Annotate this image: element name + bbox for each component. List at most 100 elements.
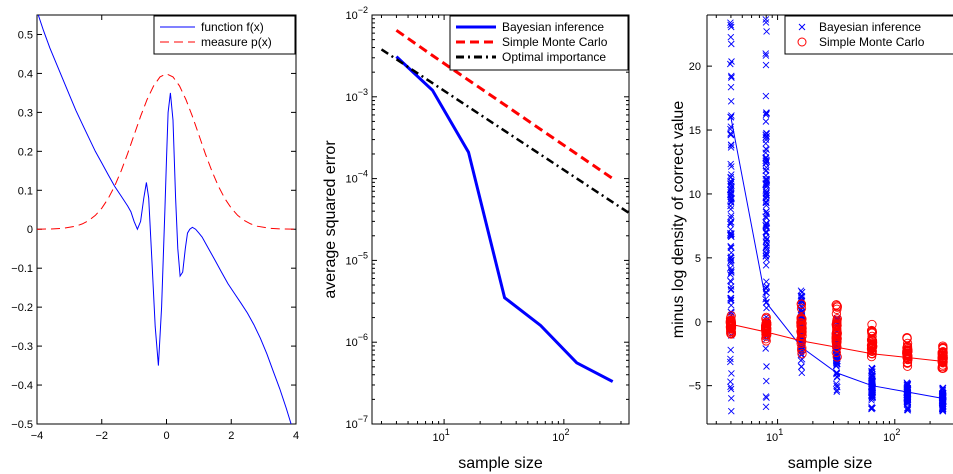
y-tick-label: 0 [27,224,33,236]
scatter-point [763,363,770,370]
legend-swatch [797,37,807,47]
scatter-point [762,172,770,179]
scatter-point [796,336,807,346]
scatter-point [831,347,841,358]
scatter-point [762,118,770,125]
scatter-point [727,144,735,151]
scatter-point [726,329,736,339]
scatter-point [867,336,878,346]
scatter-point [727,394,735,402]
scatter-point [796,299,806,309]
scatter-point [763,146,770,154]
scatter-point [726,323,737,333]
scatter-point [728,74,735,81]
scatter-point [727,294,735,302]
scatter-point [939,406,946,414]
scatter-point [727,83,735,91]
scatter-point [762,233,770,241]
scatter-point [763,110,770,118]
scatter-point [868,389,876,397]
scatter-point [763,156,770,164]
scatter-point [727,72,735,80]
scatter-point [833,386,841,394]
scatter-point [762,198,770,206]
x-tick-label: 101 [766,427,783,444]
scatter-point [727,188,735,196]
y-tick-label: −0.4 [11,380,33,392]
y-tick-label: 0 [695,317,701,329]
y-tick-label: 15 [689,125,701,137]
scatter-point [762,261,770,269]
scatter-point [761,317,772,328]
x-tick-label: 101 [432,427,449,444]
scatter-point [938,397,946,404]
scatter-point [796,303,807,313]
y-tick-label: −5 [688,381,701,393]
scatter-point [937,361,948,372]
scatter-point [761,324,772,334]
scatter-point [761,327,772,337]
scatter-point [727,267,735,274]
scatter-point [762,140,770,147]
y-tick-label: 0.4 [18,68,33,80]
scatter-point [762,403,770,411]
scatter-point [868,405,875,413]
scatter-point [727,346,735,354]
scatter-point [727,220,734,228]
scatter-point [727,198,735,206]
scatter-point [762,377,770,385]
scatter-point [762,166,770,174]
scatter-point [903,380,911,387]
y-tick-label: 10−3 [345,87,368,104]
y-axis-label: minus log density of correct value [670,101,687,339]
scatter-point [727,268,735,276]
scatter-point [939,395,947,402]
scatter-point [727,242,735,250]
scatter-point [727,97,735,105]
scatter-point [833,356,840,364]
scatter-point [727,383,734,391]
scatter-point [727,231,734,239]
scatter-point [763,210,770,218]
scatter-point [902,333,912,343]
scatter-point [762,220,770,227]
y-tick-label: 0.5 [18,29,33,41]
y-tick-label: −0.3 [11,341,33,353]
x-tick-label: −2 [95,430,108,442]
scatter-point [726,319,736,330]
mean-line [730,117,943,399]
scatter-point [762,393,770,400]
y-axis-label: average squared error [322,140,339,299]
scatter-point [763,235,771,243]
scatter-point [727,385,735,393]
scatter-point [798,288,806,296]
scatter-point [868,404,876,412]
scatter-point [727,23,735,31]
legend-label: Bayesian inference [819,20,921,34]
scatter-point [796,313,806,324]
scatter-point [727,21,734,29]
scatter-point [762,249,770,257]
scatter-point [727,260,735,267]
legend-label: Simple Monte Carlo [819,35,925,49]
scatter-point [727,113,735,121]
y-tick-label: 10−2 [345,5,368,22]
x-tick-label: −4 [31,430,44,442]
y-tick-label: 10−5 [345,250,368,267]
scatter-point [832,317,842,327]
plot-area [725,16,948,415]
plot-area [37,15,296,424]
scatter-point [902,338,913,349]
scatter-point [762,180,770,187]
scatter-point [727,283,735,290]
scatter-point [727,271,734,278]
scatter-point [832,352,842,362]
x-axis-label: sample size [458,455,543,472]
series-line [395,29,614,180]
plot-area [380,29,629,383]
panel-average-squared-error: 101 102 10−7 10−6 10−5 10−4 10−3 10−2 sample siz… [322,5,630,472]
scatter-point [832,380,840,388]
scatter-point [797,327,807,337]
scatter-point [763,256,771,263]
